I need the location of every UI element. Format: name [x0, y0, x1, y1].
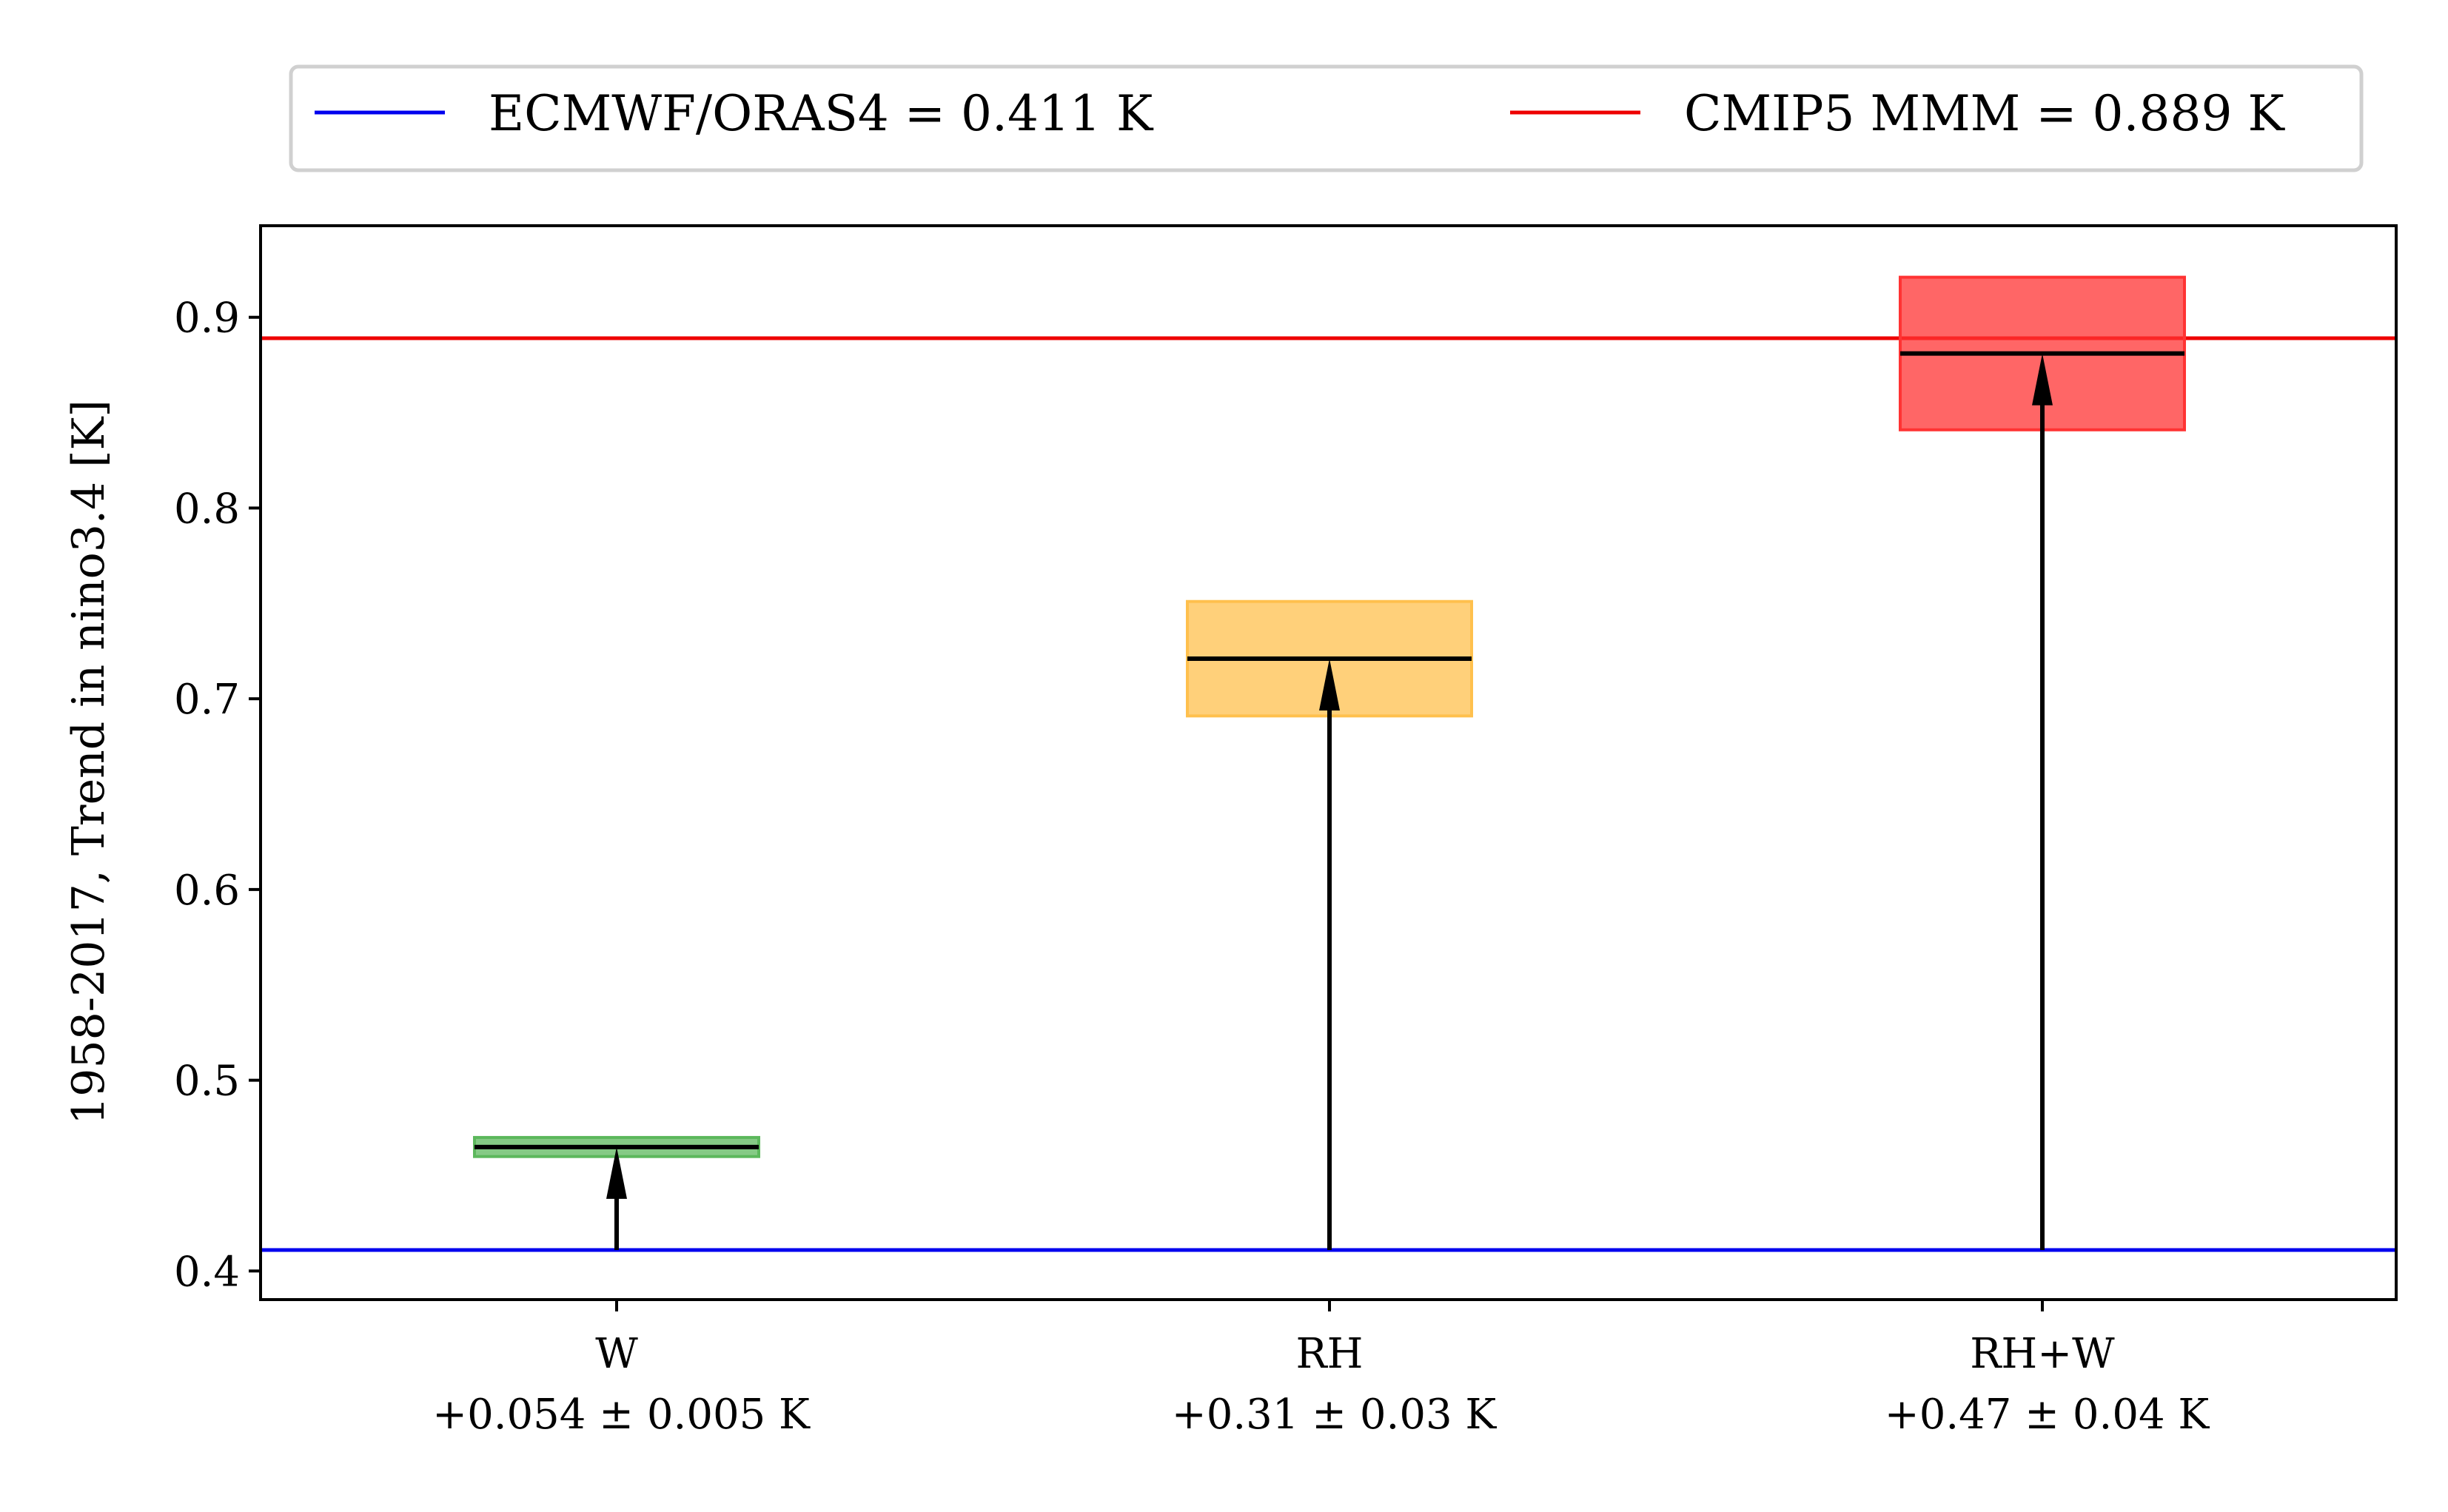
bars — [473, 275, 2186, 1250]
legend-label: ECMWF/ORAS4 = 0.411 K — [489, 85, 1154, 142]
arrow-head — [606, 1146, 627, 1199]
y-axis: 0.4 0.5 0.6 0.7 0.8 0.9 — [174, 295, 261, 1296]
y-tick-label: 0.9 — [174, 295, 240, 343]
y-tick-label: 0.7 — [174, 676, 240, 724]
y-axis-label: 1958-2017, Trend in nino3.4 [K] — [63, 400, 115, 1125]
x-tick-label: RH — [1296, 1330, 1364, 1378]
x-tick-sublabel: +0.054 ± 0.005 K — [432, 1391, 811, 1439]
legend-box — [289, 64, 2364, 172]
y-tick-label: 0.5 — [174, 1058, 240, 1106]
plot-area — [259, 224, 2398, 1301]
y-tick-label: 0.4 — [174, 1248, 240, 1296]
arrow-head — [1319, 659, 1340, 711]
legend: ECMWF/ORAS4 = 0.411 K CMIP5 MMM = 0.889 K — [289, 64, 2364, 172]
arrow-head — [2032, 353, 2053, 406]
x-tick-label: RH+W — [1970, 1330, 2115, 1378]
x-axis: W +0.054 ± 0.005 K RH +0.31 ± 0.03 K RH+W +0.… — [432, 1300, 2210, 1439]
y-tick-label: 0.8 — [174, 485, 240, 533]
x-tick-sublabel: +0.47 ± 0.04 K — [1885, 1391, 2210, 1439]
y-tick-label: 0.6 — [174, 867, 240, 915]
legend-items: ECMWF/ORAS4 = 0.411 K CMIP5 MMM = 0.889 K — [315, 85, 2285, 142]
x-tick-label: W — [595, 1330, 638, 1378]
x-tick-sublabel: +0.31 ± 0.03 K — [1172, 1391, 1498, 1439]
legend-label: CMIP5 MMM = 0.889 K — [1684, 85, 2285, 142]
